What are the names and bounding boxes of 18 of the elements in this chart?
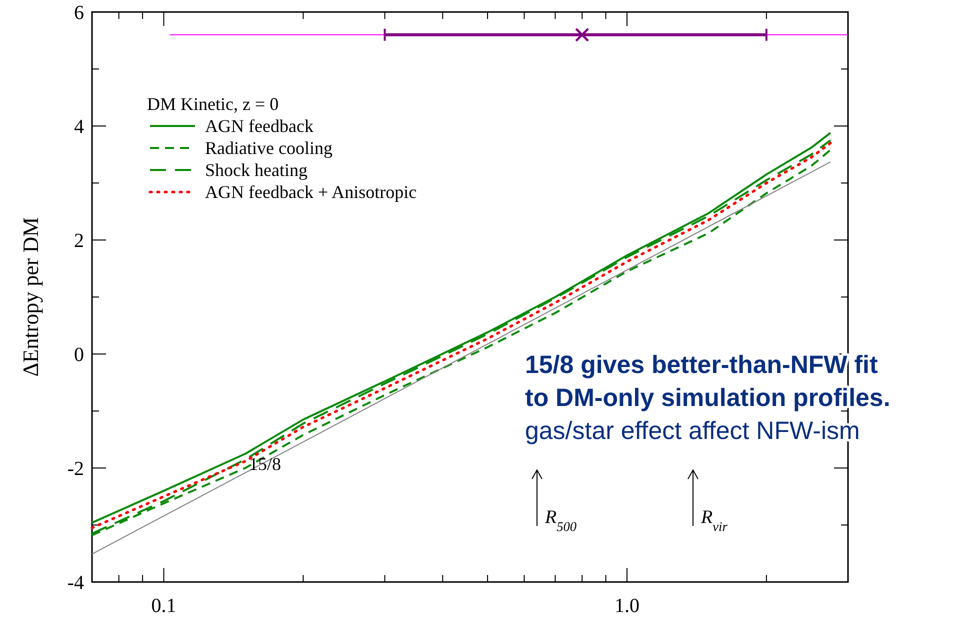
y-tick-label: 2: [74, 230, 84, 252]
annotation: R$_{500}$: [544, 507, 577, 534]
legend-label: Shock heating: [205, 160, 308, 180]
legend-title: DM Kinetic, z = 0: [147, 94, 279, 114]
annotation: 15/8 gives better-than-NFW fit: [525, 351, 878, 379]
legend-label: AGN feedback + Anisotropic: [205, 182, 417, 202]
annotation: 15/8: [248, 454, 282, 474]
y-tick-label: 6: [74, 2, 84, 24]
annotation: R$_{vir}$: [700, 507, 728, 534]
x-tick-label: 0.1: [151, 595, 176, 617]
x-tick-label: 1.0: [614, 595, 640, 617]
y-tick-label: -2: [67, 458, 84, 480]
y-tick-label: 4: [74, 116, 84, 138]
legend-label: AGN feedback: [205, 116, 314, 136]
legend-label: Radiative cooling: [205, 138, 332, 158]
y-axis-title: ΔEntropy per DM: [18, 217, 43, 377]
y-tick-label: -4: [67, 572, 84, 594]
y-tick-label: 0: [74, 344, 84, 366]
